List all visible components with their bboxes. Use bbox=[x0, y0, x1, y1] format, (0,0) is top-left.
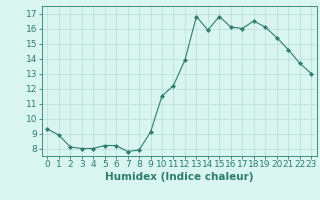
X-axis label: Humidex (Indice chaleur): Humidex (Indice chaleur) bbox=[105, 172, 253, 182]
